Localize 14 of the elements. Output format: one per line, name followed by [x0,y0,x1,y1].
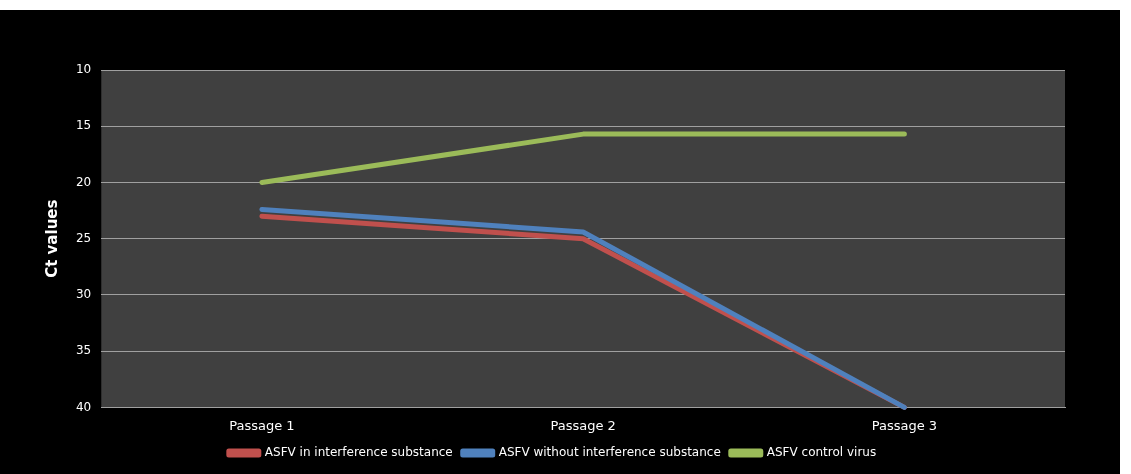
x-tick-label: Passage 1 [229,417,295,433]
y-tick-label: 20 [75,174,92,189]
y-tick-label: 30 [75,287,92,302]
y-tick-label: 25 [75,230,92,245]
x-tick-label: Passage 3 [871,417,938,433]
legend-label: ASFV in interference substance [264,445,453,460]
legend-label: ASFV control virus [766,445,877,460]
y-axis-title: Ct values [42,199,61,278]
y-tick-label: 15 [75,118,92,133]
y-tick-label: 10 [75,62,92,77]
y-tick-label: 35 [75,343,92,358]
y-tick-label: 40 [75,399,92,414]
legend-label: ASFV without interference substance [498,445,721,460]
x-tick-label: Passage 2 [550,417,616,433]
